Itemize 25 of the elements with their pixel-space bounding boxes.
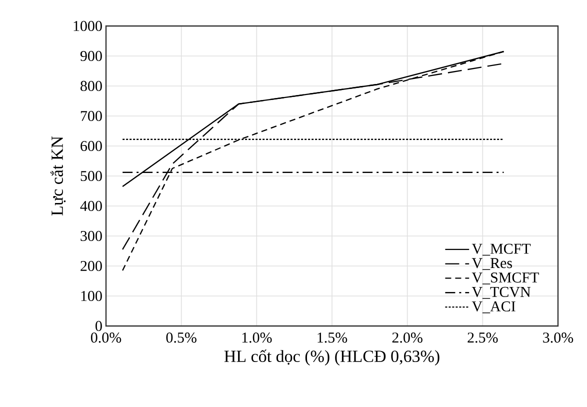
- y-tick-label: 100: [81, 290, 102, 302]
- legend-label: V_MCFT: [472, 244, 531, 256]
- x-tick-label: 3.0%: [543, 332, 574, 343]
- legend-label: V_TCVN: [472, 286, 531, 299]
- x-tick-label: 0.5%: [166, 332, 196, 343]
- y-tick-label: 800: [80, 80, 102, 92]
- x-tick-label: 0.0%: [90, 332, 122, 343]
- legend-label: V_SMCFT: [472, 272, 539, 284]
- y-tick-label: 0: [96, 320, 102, 332]
- legend-label: V_ACI: [472, 301, 516, 314]
- x-tick-label: 1.5%: [318, 332, 348, 343]
- x-axis-title: HL cốt dọc (%) (HLCĐ 0,63%): [224, 350, 440, 366]
- y-tick-label: 500: [80, 170, 102, 182]
- y-tick-label: 700: [80, 110, 102, 122]
- y-tick-label: 600: [80, 140, 102, 152]
- y-tick-label: 200: [80, 260, 102, 272]
- legend-label: V_Res: [472, 258, 512, 270]
- x-tick-label: 2.0%: [392, 332, 422, 343]
- y-tick-label: 900: [80, 50, 102, 62]
- x-tick-label: 2.5%: [468, 332, 498, 343]
- y-axis-title: Lực cắt KN: [50, 136, 66, 216]
- y-tick-label: 1000: [74, 20, 102, 32]
- y-tick-label: 400: [80, 200, 102, 212]
- x-tick-label: 1.0%: [242, 332, 272, 343]
- y-tick-label: 300: [80, 230, 102, 242]
